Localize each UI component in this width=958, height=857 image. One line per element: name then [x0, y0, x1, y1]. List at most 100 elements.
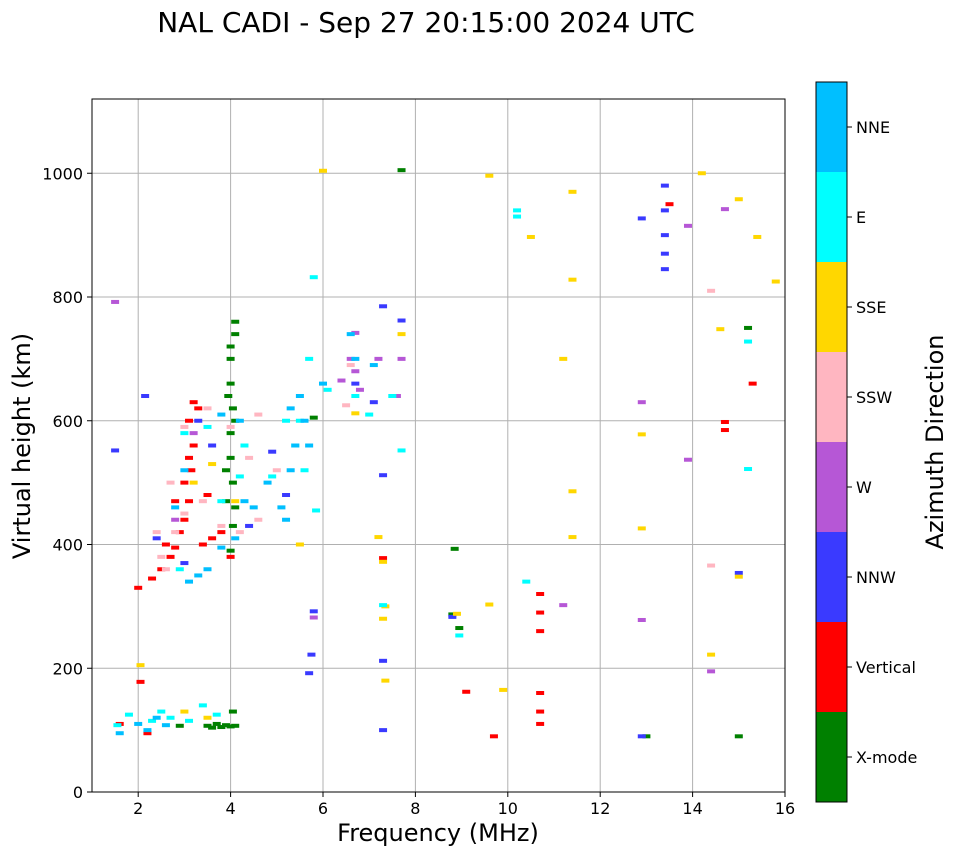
- point-ssw: [152, 530, 161, 535]
- point-vertical: [536, 709, 545, 714]
- point-nne: [295, 394, 304, 398]
- point-vertical: [536, 691, 545, 695]
- point-x-mode: [217, 725, 226, 730]
- point-vertical: [194, 406, 203, 411]
- point-nne: [143, 728, 152, 733]
- point-x-mode: [228, 523, 237, 528]
- point-e: [522, 579, 531, 584]
- colorbar-label-vertical: Vertical: [856, 658, 916, 677]
- point-nne: [240, 499, 249, 504]
- point-vertical: [148, 576, 157, 581]
- point-w: [171, 517, 180, 522]
- point-x-mode: [226, 356, 235, 361]
- point-vertical: [134, 585, 143, 590]
- point-vertical: [189, 400, 198, 405]
- point-sse: [203, 715, 212, 720]
- point-vertical: [189, 443, 198, 448]
- point-e: [513, 214, 522, 219]
- point-nne: [351, 356, 360, 361]
- point-nne: [194, 573, 203, 578]
- point-x-mode: [224, 394, 233, 398]
- point-nnw: [180, 561, 189, 566]
- point-nne: [217, 545, 226, 550]
- colorbar-label: Azimuth Direction: [921, 335, 949, 550]
- point-vertical: [462, 689, 471, 694]
- colorbar-segment-ssw: [816, 352, 847, 442]
- point-nnw: [734, 570, 743, 575]
- point-nne: [203, 567, 212, 572]
- y-tick-label: 1000: [42, 164, 83, 183]
- point-e: [455, 633, 464, 638]
- point-vertical: [536, 610, 545, 615]
- point-sse: [374, 535, 383, 540]
- point-ssw: [226, 424, 235, 429]
- point-ssw: [180, 511, 189, 516]
- point-x-mode: [226, 431, 235, 436]
- point-x-mode: [455, 626, 464, 631]
- point-e: [351, 394, 360, 398]
- point-nnw: [379, 473, 388, 478]
- point-nnw: [141, 394, 150, 398]
- point-x-mode: [221, 499, 230, 504]
- point-vertical: [185, 499, 194, 504]
- point-sse: [559, 356, 568, 361]
- point-e: [282, 418, 291, 423]
- point-e: [379, 603, 388, 608]
- point-e: [300, 468, 309, 473]
- colorbar-segment-nnw: [816, 532, 847, 622]
- point-w: [559, 603, 568, 608]
- x-tick-label: 14: [682, 799, 702, 818]
- point-w: [355, 387, 364, 392]
- point-ssw: [217, 523, 226, 528]
- y-tick-label: 400: [52, 536, 83, 555]
- point-vertical: [208, 536, 217, 541]
- point-x-mode: [221, 468, 230, 473]
- colorbar-segment-nne: [816, 82, 847, 172]
- point-ssw: [245, 455, 254, 460]
- point-sse: [568, 277, 577, 282]
- point-vertical: [720, 419, 729, 424]
- colorbar-segment-sse: [816, 262, 847, 352]
- point-e: [203, 424, 212, 429]
- point-w: [346, 356, 355, 361]
- point-vertical: [720, 428, 729, 433]
- point-nnw: [660, 267, 669, 272]
- point-e: [309, 275, 318, 280]
- point-nne: [369, 363, 378, 368]
- point-e: [166, 715, 175, 720]
- point-sse: [485, 602, 494, 607]
- point-sse: [568, 189, 577, 194]
- point-sse: [189, 480, 198, 485]
- x-axis-label: Frequency (MHz): [337, 819, 539, 847]
- point-sse: [319, 168, 327, 173]
- point-nnw: [194, 418, 203, 423]
- point-x-mode: [397, 168, 406, 173]
- point-ssw: [707, 288, 716, 293]
- point-nnw: [309, 609, 318, 614]
- point-e: [113, 723, 122, 728]
- point-vertical: [136, 679, 145, 684]
- point-vertical: [217, 530, 226, 535]
- point-vertical: [171, 499, 180, 504]
- point-vertical: [166, 554, 175, 559]
- x-tick-label: 16: [775, 799, 795, 818]
- point-nne: [217, 412, 226, 417]
- colorbar-label-sse: SSE: [856, 298, 886, 317]
- point-nne: [263, 480, 272, 485]
- point-nne: [134, 721, 143, 726]
- point-nnw: [268, 449, 277, 454]
- point-nnw: [379, 658, 388, 663]
- point-x-mode: [226, 455, 235, 460]
- point-ssw: [180, 424, 189, 429]
- point-x-mode: [226, 548, 235, 553]
- point-w: [351, 369, 360, 374]
- point-e: [148, 718, 157, 723]
- point-sse: [716, 327, 725, 332]
- point-w: [111, 299, 120, 304]
- point-vertical: [198, 542, 207, 547]
- point-e: [744, 339, 753, 344]
- point-ssw: [235, 530, 244, 535]
- point-nnw: [379, 304, 388, 309]
- point-nne: [161, 723, 170, 728]
- point-nnw: [369, 400, 378, 405]
